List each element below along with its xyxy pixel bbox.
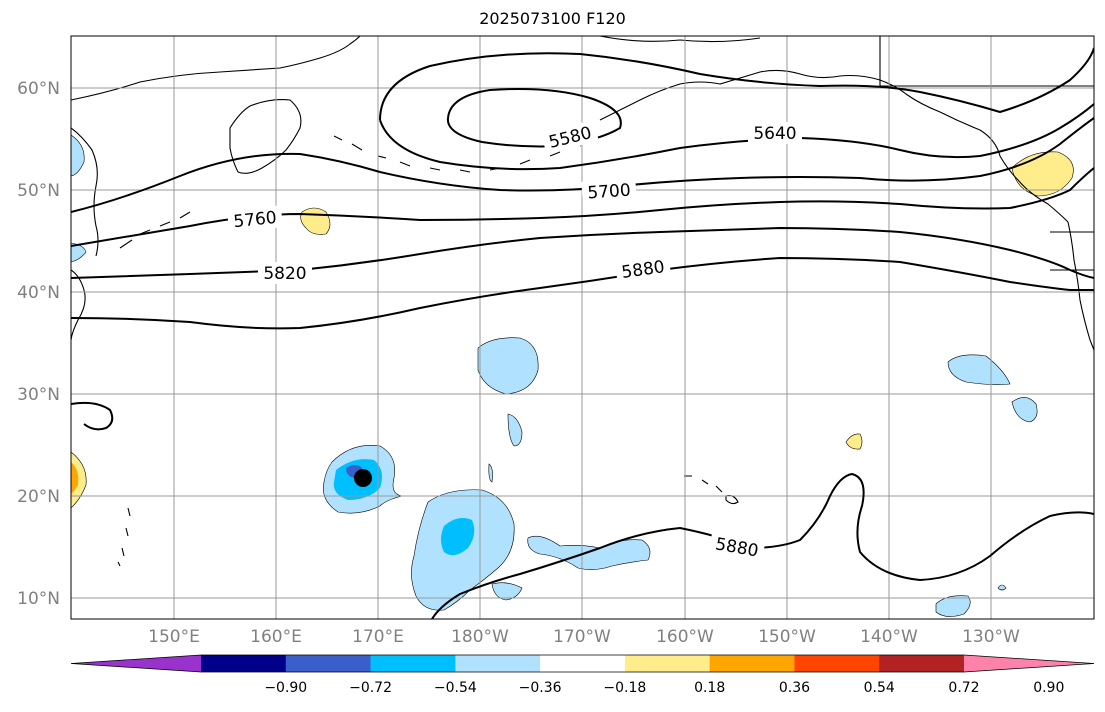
anomaly-blob [477, 337, 539, 395]
islands-west [117, 507, 131, 567]
lon-label: 140°W [860, 627, 918, 647]
colorbar-segment [285, 655, 372, 672]
anomaly-blob [935, 595, 971, 617]
lon-label: 150°E [148, 627, 200, 647]
anomaly-blob [491, 582, 523, 601]
colorbar-tick-label: 0.90 [1033, 680, 1064, 696]
lat-label: 60°N [17, 79, 60, 99]
contour-5880-north [71, 256, 1094, 330]
coastline-westcoast [1067, 221, 1094, 351]
contour-5580 [446, 88, 622, 148]
lat-label: 30°N [17, 385, 60, 405]
colorbar-segment [455, 655, 541, 672]
coastline-alaska-north [599, 36, 1094, 87]
colorbar-tick-label: 0.18 [694, 680, 725, 696]
storm-center-marker [354, 469, 372, 487]
coastlines [71, 36, 1094, 567]
contour-5880-west [71, 401, 114, 431]
anomaly-blob [507, 413, 523, 447]
colorbar-outline [70, 654, 1095, 673]
lon-label: 180°W [451, 627, 509, 647]
lon-label: 160°W [656, 627, 714, 647]
lat-label: 50°N [17, 181, 60, 201]
longitude-labels: 150°E 160°E 170°E 180°W 170°W 160°W 150°… [148, 627, 1020, 647]
anomaly-blob [71, 451, 87, 509]
anomaly-blob [71, 462, 79, 494]
anomaly-blob [845, 433, 863, 450]
anomaly-blob [71, 134, 85, 177]
contour-label: 5640 [753, 124, 796, 144]
colorbar-tick-label: −0.72 [349, 680, 392, 696]
anomaly-blob [527, 535, 651, 570]
map-title: 2025073100 F120 [479, 9, 626, 28]
colorbar-tick-label: −0.90 [264, 680, 307, 696]
anomaly-blob [947, 354, 1011, 385]
lat-label: 10°N [17, 589, 60, 609]
colorbar-tick-label: −0.36 [519, 680, 562, 696]
coastline-asia [71, 36, 361, 101]
colorbar-segment [540, 655, 626, 672]
coastline-okhotsk [71, 127, 99, 257]
colorbar-extend-low [71, 655, 201, 672]
anomaly-blob [997, 584, 1007, 591]
lon-label: 130°W [962, 627, 1020, 647]
hawaiian-islands [684, 475, 739, 505]
latitude-labels: 60°N 50°N 40°N 30°N 20°N 10°N [17, 79, 60, 609]
colorbar-tick-label: 0.54 [864, 680, 895, 696]
map-frame [70, 35, 1095, 620]
anomaly-blob [1011, 397, 1038, 423]
lon-label: 160°E [250, 627, 302, 647]
colorbar-tick-label: −0.18 [603, 680, 646, 696]
colorbar-tick-label: −0.54 [434, 680, 477, 696]
colorbar-tick-label: 0.72 [948, 680, 979, 696]
contour-label: 5700 [587, 181, 632, 204]
lon-label: 150°W [758, 627, 816, 647]
lon-label: 170°W [553, 627, 611, 647]
contour-label: 5820 [263, 264, 306, 284]
anomaly-blob [441, 518, 475, 556]
colorbar-segment [201, 655, 287, 672]
lon-label: 170°E [352, 627, 404, 647]
contour-label: 5760 [233, 208, 278, 232]
lat-label: 20°N [17, 487, 60, 507]
colorbar-segment [709, 655, 795, 672]
colorbar-segment [879, 655, 965, 672]
colorbar-segment [794, 655, 880, 672]
lat-label: 40°N [17, 283, 60, 303]
island-arc-kurils [119, 211, 191, 249]
coastline-kamchatka [229, 99, 302, 174]
colorbar-segment [370, 655, 456, 672]
colorbar [70, 654, 1095, 673]
colorbar-extend-high [964, 655, 1094, 672]
anomaly-blob [488, 463, 493, 483]
colorbar-tick-label: 0.36 [779, 680, 810, 696]
colorbar-segment [624, 655, 711, 672]
contour-5880-south [431, 472, 1094, 619]
colorbar-tick-labels: −0.90 −0.72 −0.54 −0.36 −0.18 0.18 0.36 0.54 0.7… [264, 680, 1064, 696]
